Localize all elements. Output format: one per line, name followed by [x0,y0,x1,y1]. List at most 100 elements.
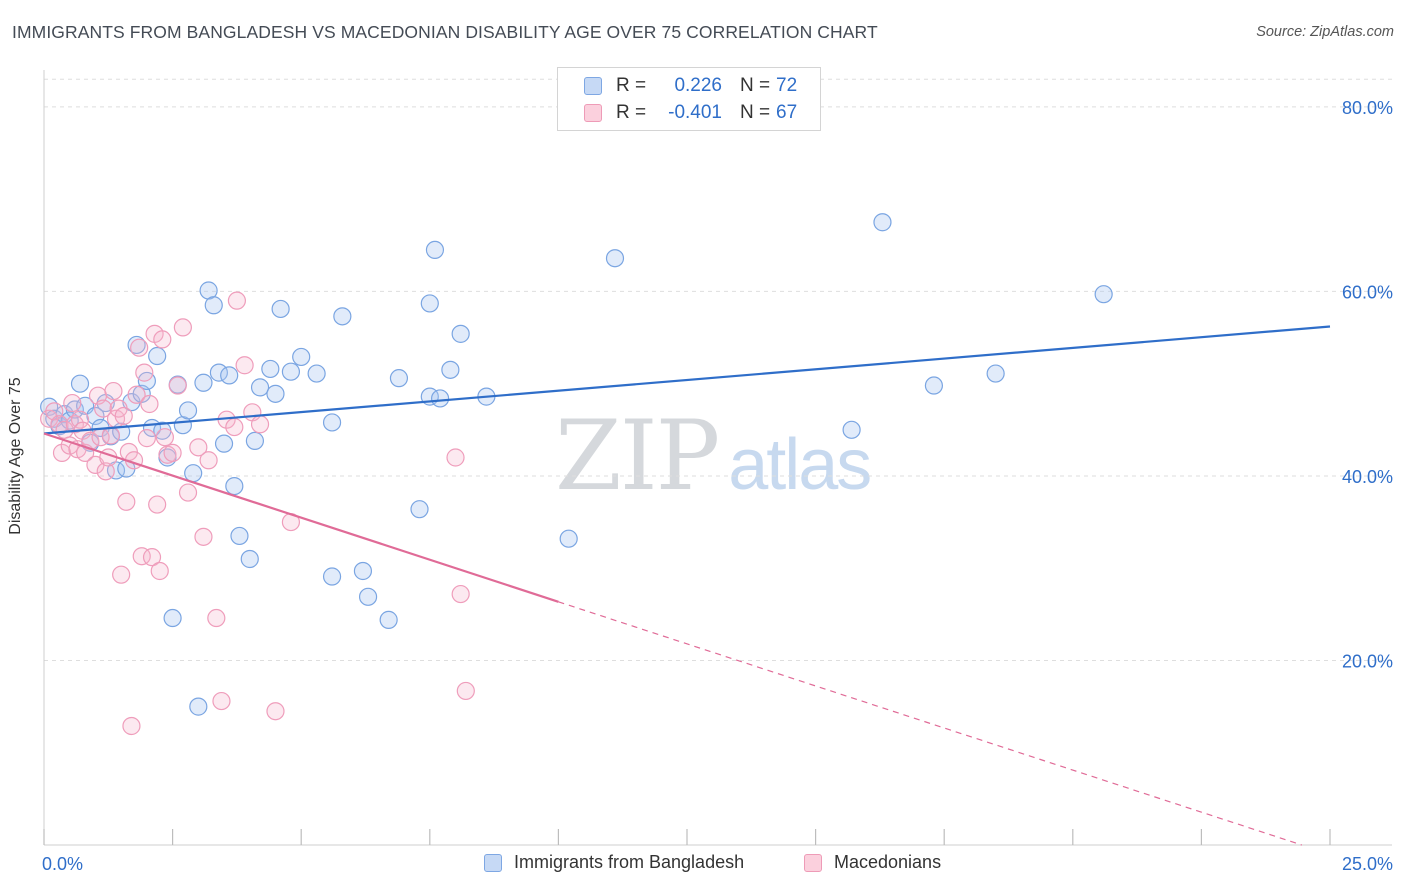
point-bangladesh [353,561,373,581]
point-bangladesh [358,587,378,606]
point-bangladesh [70,374,90,393]
point-bangladesh [307,364,326,383]
point-bangladesh [986,364,1005,383]
point-bangladesh [245,431,265,450]
point-bangladesh [379,610,398,629]
point-macedonian [163,443,182,462]
correlation-legend: R = 0.226 N = 72 R = -0.401 N = 67 [557,67,821,131]
point-bangladesh [266,384,285,403]
point-bangladesh [271,299,290,319]
point-bangladesh [559,529,578,548]
y-tick-label: 60.0% [1342,282,1393,302]
legend-r-value: 0.226 [674,75,722,96]
point-bangladesh [873,213,892,232]
point-bangladesh [261,359,280,379]
point-bangladesh [281,362,301,381]
legend-n-label: N = [740,102,771,123]
x-tick-label: 0.0% [42,854,83,874]
legend-r-value: -0.401 [668,102,722,123]
point-macedonian [194,527,213,546]
legend-r-label: R = [616,102,647,123]
point-macedonian [199,451,218,470]
point-bangladesh [322,413,342,432]
chart-source: Source: ZipAtlas.com [1256,24,1394,40]
watermark-atlas: atlas [728,425,872,505]
point-bangladesh [225,477,244,496]
point-macedonian [117,492,136,511]
legend-n-value: 67 [776,102,798,123]
point-macedonian [168,376,187,395]
y-tick-label: 20.0% [1342,651,1393,671]
point-bangladesh [410,500,429,519]
legend-swatch-blue [584,77,602,95]
point-macedonian [94,399,113,418]
point-bangladesh [322,567,342,586]
point-macedonian [127,385,146,404]
trend-lines [43,325,1331,846]
point-bangladesh [441,360,460,379]
point-bangladesh [127,335,146,355]
point-macedonian [150,561,169,581]
point-macedonian [178,483,198,502]
series-legend-bangladesh[interactable]: Immigrants from Bangladesh [484,852,744,873]
point-bangladesh [420,294,439,313]
point-macedonian [63,393,82,413]
point-bangladesh [451,324,470,343]
point-macedonian [130,338,149,357]
legend-r-label: R = [616,75,647,96]
point-bangladesh [184,464,203,483]
point-bangladesh [230,526,249,546]
point-bangladesh [250,378,270,397]
y-tick-label: 80.0% [1342,98,1393,118]
point-bangladesh [924,376,944,395]
point-macedonian [173,318,192,337]
series-swatch-blue [484,853,502,872]
trend-line-macedonian-extension [558,601,1302,846]
trend-line-macedonian [43,432,559,603]
point-macedonian [456,681,475,701]
point-macedonian [250,415,270,434]
point-bangladesh [163,608,182,628]
y-axis-label: Disability Age Over 75 [7,377,24,535]
point-bangladesh [1094,285,1113,304]
point-bangladesh [178,401,198,420]
point-bangladesh [389,369,409,388]
point-macedonian [451,584,470,604]
point-macedonian [122,716,141,736]
point-bangladesh [194,373,213,392]
point-macedonian [148,495,167,514]
point-macedonian [135,363,154,382]
point-macedonian [52,443,72,462]
point-bangladesh [220,366,239,385]
point-macedonian [446,448,465,467]
point-macedonian [235,356,254,375]
series-legend: Immigrants from Bangladesh Macedonians [0,852,1406,876]
point-macedonian [96,462,115,481]
point-macedonian [225,417,244,437]
point-macedonian [112,565,131,584]
point-bangladesh [842,420,861,439]
legend-n-value: 72 [776,75,798,96]
point-bangladesh [204,296,223,315]
series-legend-label: Immigrants from Bangladesh [514,852,745,872]
x-tick-label: 25.0% [1342,854,1393,874]
series-legend-macedonians[interactable]: Macedonians [804,852,941,873]
series-swatch-pink [804,853,822,872]
point-bangladesh [292,347,311,367]
point-bangladesh [605,249,625,268]
point-bangladesh [430,389,450,408]
point-bangladesh [86,406,105,426]
point-bangladesh [240,549,259,569]
watermark: ZIP atlas [555,400,872,512]
series-legend-label: Macedonians [834,852,942,872]
point-bangladesh [189,697,208,716]
watermark-zip: ZIP [555,400,720,512]
point-bangladesh [214,434,234,453]
legend-n-label: N = [740,75,771,96]
point-bangladesh [148,346,167,366]
point-macedonian [207,608,226,628]
point-macedonian [114,406,133,426]
chart-title: IMMIGRANTS FROM BANGLADESH VS MACEDONIAN… [12,22,878,42]
point-macedonian [142,548,162,567]
point-bangladesh [333,307,352,326]
